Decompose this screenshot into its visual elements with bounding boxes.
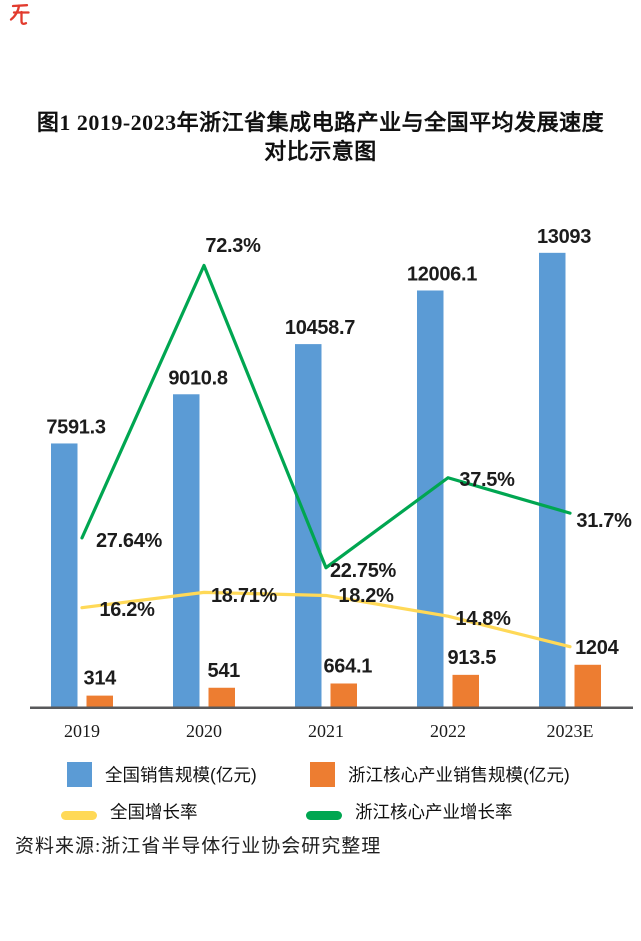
- pct-label-zhejiang-growth-2021: 22.75%: [330, 560, 397, 582]
- value-label-zhejiang-sales-2021: 664.1: [323, 655, 372, 677]
- value-label-zhejiang-sales-2019: 314: [84, 668, 118, 690]
- value-label-national-sales-2021: 10458.7: [285, 317, 355, 339]
- value-label-national-sales-2023E: 13093: [537, 226, 591, 248]
- pct-label-zhejiang-growth-2019: 27.64%: [96, 530, 163, 552]
- value-label-zhejiang-sales-2020: 541: [208, 660, 241, 682]
- bar-zhejiang-sales-2023E: [574, 664, 601, 707]
- pct-label-national-growth-2020: 18.71%: [211, 585, 278, 607]
- source-note: 资料来源:浙江省半导体行业协会研究整理: [15, 836, 382, 857]
- pct-label-national-growth-2021: 18.2%: [338, 585, 394, 607]
- x-tick-2021: 2021: [308, 721, 344, 741]
- x-tick-2019: 2019: [64, 721, 100, 741]
- chart-title-line1: 图1 2019-2023年浙江省集成电路产业与全国平均发展速度: [36, 110, 605, 135]
- red-corner-mark-strokes: [9, 4, 30, 25]
- pct-label-zhejiang-growth-2022: 37.5%: [459, 469, 515, 491]
- bar-national-sales-2019: [51, 443, 78, 707]
- line-zhejiang-growth: [80, 263, 572, 570]
- bar-zhejiang-sales-2021: [330, 683, 357, 707]
- bar-zhejiang-sales-2019: [86, 695, 113, 707]
- x-tick-2023E: 2023E: [547, 721, 594, 741]
- bar-zhejiang-sales-2020: [208, 687, 235, 707]
- bar-zhejiang-sales-2022: [452, 674, 479, 707]
- value-label-zhejiang-sales-2022: 913.5: [447, 647, 496, 669]
- pct-label-zhejiang-growth-2020: 72.3%: [205, 235, 261, 257]
- chart-title-line2: 对比示意图: [264, 139, 377, 164]
- pct-label-national-growth-2022: 14.8%: [455, 608, 511, 630]
- pct-label-national-growth-2019: 16.2%: [99, 599, 155, 621]
- x-tick-2020: 2020: [186, 721, 222, 741]
- x-tick-2022: 2022: [430, 721, 466, 741]
- bar-national-sales-2020: [173, 394, 200, 707]
- line-national-growth: [80, 590, 572, 649]
- value-label-national-sales-2019: 7591.3: [46, 416, 106, 438]
- value-label-national-sales-2022: 12006.1: [407, 263, 477, 285]
- red-corner-mark: [9, 4, 30, 25]
- pct-label-zhejiang-growth-2023E: 31.7%: [576, 510, 632, 532]
- chart-title: 图1 2019-2023年浙江省集成电路产业与全国平均发展速度 对比示意图: [0, 108, 641, 166]
- bar-national-sales-2023E: [539, 252, 566, 707]
- value-label-zhejiang-sales-2023E: 1204: [575, 637, 619, 659]
- value-label-national-sales-2020: 9010.8: [168, 367, 228, 389]
